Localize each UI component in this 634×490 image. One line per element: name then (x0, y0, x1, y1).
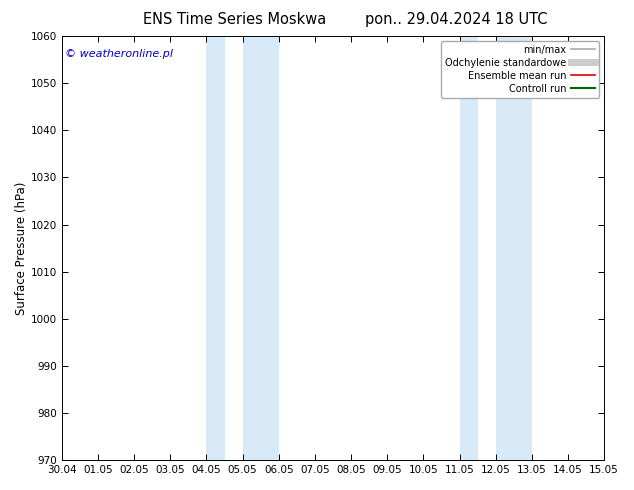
Legend: min/max, Odchylenie standardowe, Ensemble mean run, Controll run: min/max, Odchylenie standardowe, Ensembl… (441, 41, 599, 98)
Text: © weatheronline.pl: © weatheronline.pl (65, 49, 172, 59)
Text: ENS Time Series Moskwa: ENS Time Series Moskwa (143, 12, 327, 27)
Bar (207, 36, 224, 460)
Bar (460, 36, 477, 460)
Bar (243, 36, 279, 460)
Text: pon.. 29.04.2024 18 UTC: pon.. 29.04.2024 18 UTC (365, 12, 548, 27)
Bar (496, 36, 532, 460)
Y-axis label: Surface Pressure (hPa): Surface Pressure (hPa) (15, 181, 28, 315)
